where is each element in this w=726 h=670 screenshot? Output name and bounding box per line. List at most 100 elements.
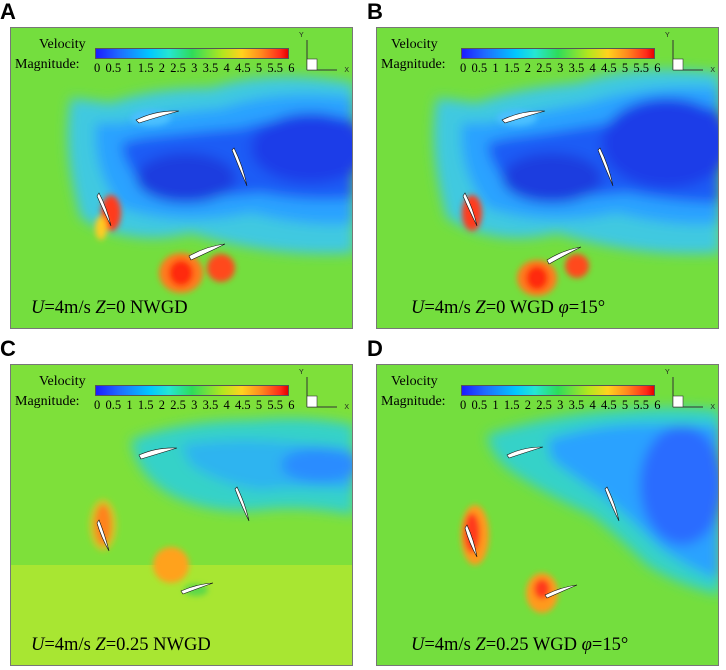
- symbol-u: U: [411, 635, 425, 655]
- tick-label: 4: [223, 61, 230, 75]
- colorbar-title-line1: Velocity: [391, 374, 438, 389]
- tick-label: 4.5: [234, 398, 251, 412]
- tick-label: 3: [557, 398, 564, 412]
- tick-label: 5.5: [267, 398, 283, 412]
- tick-label: 4: [589, 398, 596, 412]
- axes-triad-icon: [306, 377, 337, 408]
- symbol-z: Z: [95, 635, 106, 655]
- u-value: =4m/s: [44, 298, 96, 318]
- axis-y-label: Y: [299, 32, 304, 39]
- tick-label: 2.5: [536, 61, 552, 75]
- u-value: =4m/s: [424, 635, 476, 655]
- axis-y-label: Y: [665, 369, 670, 376]
- tick-label: 3.5: [202, 61, 219, 75]
- axes-triad: Y X: [663, 369, 715, 413]
- mode-label: NWGD: [153, 635, 211, 655]
- panel-a: Velocity Magnitude: 0 0.5 1 1.5 2 2.5 3 …: [10, 27, 353, 329]
- tick-label: 0.5: [105, 61, 122, 75]
- colorbar-gradient: [461, 385, 655, 396]
- axes-triad: Y X: [297, 369, 349, 413]
- phi-value: =15°: [591, 635, 629, 655]
- tick-label: 2: [524, 398, 531, 412]
- tick-label: 4: [589, 61, 596, 75]
- z-value: =0.25: [105, 635, 154, 655]
- colorbar-title-line1: Velocity: [391, 37, 438, 52]
- tick-label: 0: [93, 61, 101, 75]
- mode-label: NWGD: [130, 298, 188, 318]
- axes-triad-icon: [306, 40, 337, 71]
- tick-label: 0.5: [471, 398, 488, 412]
- symbol-z: Z: [475, 298, 486, 318]
- tick-label: 4.5: [600, 398, 617, 412]
- tick-label: 5: [255, 61, 263, 75]
- tick-label: 1: [492, 398, 499, 412]
- tick-label: 3.5: [202, 398, 219, 412]
- tick-label: 0.5: [471, 61, 488, 75]
- tick-label: 5.5: [633, 61, 649, 75]
- panel-c: Velocity Magnitude: 0 0.5 1 1.5 2 2.5 3 …: [10, 364, 353, 666]
- panel-caption-a: U=4m/s Z=0 NWGD: [31, 299, 188, 318]
- tick-label: 3.5: [568, 398, 585, 412]
- colorbar-title-line2: Magnitude:: [15, 57, 80, 72]
- colorbar-title-line1: Velocity: [39, 37, 86, 52]
- symbol-phi: φ: [581, 635, 592, 655]
- tick-label: 0: [459, 398, 467, 412]
- tick-label: 6: [654, 61, 661, 75]
- tick-label: 1.5: [503, 398, 520, 412]
- axis-x-label: X: [344, 67, 349, 74]
- colorbar-gradient: [95, 48, 289, 59]
- colorbar-title-line1: Velocity: [39, 374, 86, 389]
- colorbar-ticks: 0 0.5 1 1.5 2 2.5 3 3.5 4 4.5 5 5.5 6: [455, 61, 665, 76]
- tick-label: 6: [288, 61, 295, 75]
- tick-label: 2: [524, 61, 531, 75]
- axes-triad-icon: [672, 377, 703, 408]
- panel-d: Velocity Magnitude: 0 0.5 1 1.5 2 2.5 3 …: [376, 364, 719, 666]
- tick-label: 3: [191, 398, 198, 412]
- colorbar-ticks: 0 0.5 1 1.5 2 2.5 3 3.5 4 4.5 5 5.5 6: [89, 398, 299, 413]
- z-value: =0: [485, 298, 510, 318]
- axes-triad: Y X: [663, 32, 715, 76]
- tick-label: 0: [459, 61, 467, 75]
- tick-label: 4: [223, 398, 230, 412]
- panel-b: Velocity Magnitude: 0 0.5 1 1.5 2 2.5 3 …: [376, 27, 719, 329]
- colorbar-gradient: [461, 48, 655, 59]
- colorbar-title-line2: Magnitude:: [15, 394, 80, 409]
- symbol-z: Z: [95, 298, 106, 318]
- tick-label: 5: [621, 61, 629, 75]
- tick-label: 1.5: [137, 398, 154, 412]
- symbol-u: U: [31, 298, 45, 318]
- symbol-u: U: [31, 635, 45, 655]
- tick-label: 2.5: [170, 61, 186, 75]
- symbol-u: U: [411, 298, 425, 318]
- tick-label: 4.5: [234, 61, 251, 75]
- tick-label: 5: [621, 398, 629, 412]
- velocity-field-c: [11, 365, 352, 665]
- velocity-field-b: [377, 28, 718, 328]
- tick-label: 0: [93, 398, 101, 412]
- tick-label: 4.5: [600, 61, 617, 75]
- axis-x-label: X: [344, 404, 349, 411]
- tick-label: 6: [654, 398, 661, 412]
- tick-label: 2: [158, 61, 165, 75]
- tick-label: 1: [492, 61, 499, 75]
- panel-letter-d: D: [367, 336, 383, 361]
- tick-label: 1: [126, 398, 133, 412]
- tick-label: 1: [126, 61, 133, 75]
- z-value: =0: [105, 298, 131, 318]
- phi-value: =15°: [568, 298, 606, 318]
- mode-label: WGD: [532, 635, 582, 655]
- u-value: =4m/s: [44, 635, 96, 655]
- symbol-z: Z: [475, 635, 486, 655]
- velocity-field-d: [377, 365, 718, 665]
- axis-y-label: Y: [665, 32, 670, 39]
- tick-label: 2.5: [536, 398, 552, 412]
- panel-caption-c: U=4m/s Z=0.25 NWGD: [31, 636, 211, 655]
- colorbar-ticks: 0 0.5 1 1.5 2 2.5 3 3.5 4 4.5 5 5.5 6: [455, 398, 665, 413]
- tick-label: 5.5: [267, 61, 283, 75]
- colorbar-gradient: [95, 385, 289, 396]
- tick-label: 6: [288, 398, 295, 412]
- panel-letter-b: B: [367, 0, 383, 24]
- tick-label: 1.5: [137, 61, 154, 75]
- panel-letter-a: A: [0, 0, 16, 24]
- tick-label: 2: [158, 398, 165, 412]
